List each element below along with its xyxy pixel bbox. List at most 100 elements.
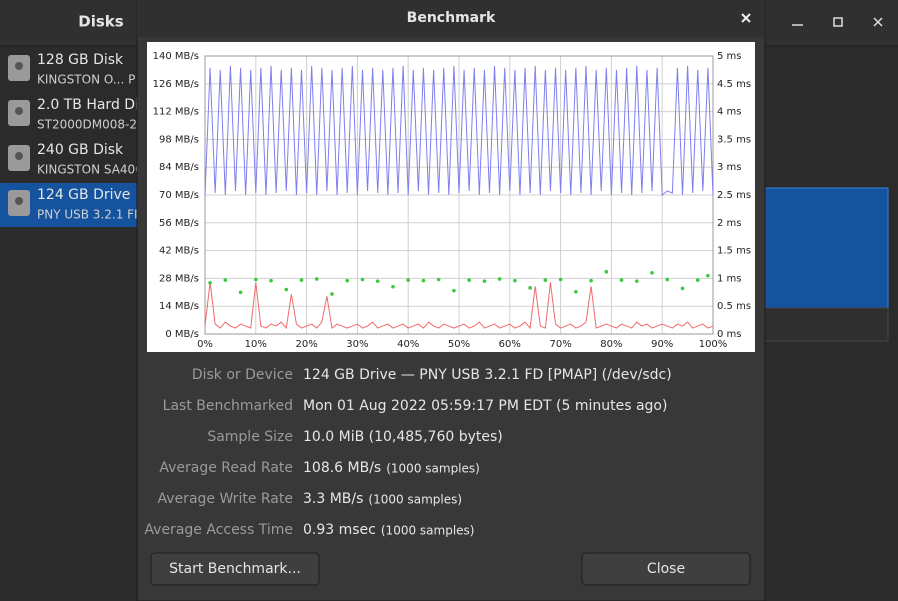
access-time-point bbox=[513, 278, 517, 283]
access-time-point bbox=[665, 277, 670, 282]
access-time-point bbox=[528, 286, 532, 290]
access-time-point bbox=[604, 269, 609, 274]
y-tick-label: 0 MB/s bbox=[165, 329, 199, 340]
dialog-title: Benchmark bbox=[407, 10, 496, 26]
y-tick-label: 14 MB/s bbox=[159, 301, 199, 312]
y-tick-label: 84 MB/s bbox=[159, 162, 199, 173]
x-tick-label: 60% bbox=[499, 339, 521, 350]
info-label: Disk or Device bbox=[192, 367, 293, 383]
info-value: 108.6 MB/s bbox=[303, 460, 381, 476]
volume-block[interactable] bbox=[764, 187, 889, 309]
y-tick-label: 140 MB/s bbox=[153, 51, 199, 62]
y-tick-label: 28 MB/s bbox=[159, 273, 199, 284]
x-tick-label: 70% bbox=[549, 339, 571, 350]
access-time-point bbox=[574, 289, 578, 294]
x-tick-label: 100% bbox=[699, 339, 728, 350]
y-tick-label: 70 MB/s bbox=[159, 190, 199, 201]
disk-model: KINGSTON SA400 bbox=[37, 163, 143, 177]
y2-tick-label: 3 ms bbox=[717, 162, 742, 173]
info-label: Average Read Rate bbox=[159, 460, 293, 476]
info-label: Sample Size bbox=[207, 429, 293, 445]
disk-list: 128 GB Disk KINGSTON O... P 2.0 TB Hard Di… bbox=[8, 52, 155, 222]
info-value: 10.0 MiB (10,485,760 bytes) bbox=[303, 429, 503, 445]
info-value: Mon 01 Aug 2022 05:59:17 PM EDT (5 minut… bbox=[303, 398, 667, 414]
chart-background bbox=[147, 42, 755, 352]
access-time-point bbox=[208, 281, 212, 285]
x-tick-label: 50% bbox=[448, 339, 470, 350]
access-time-point bbox=[436, 277, 441, 282]
y-tick-label: 56 MB/s bbox=[159, 218, 199, 229]
info-value: 3.3 MB/s bbox=[303, 491, 363, 507]
y2-tick-label: 4.5 ms bbox=[717, 79, 751, 90]
x-tick-label: 20% bbox=[295, 339, 317, 350]
dialog-titlebar bbox=[137, 0, 765, 37]
access-time-point bbox=[284, 287, 289, 292]
access-time-point bbox=[421, 278, 426, 283]
window-close-button[interactable] bbox=[873, 17, 883, 27]
access-time-point bbox=[299, 278, 304, 282]
access-time-point bbox=[497, 277, 502, 281]
x-tick-label: 80% bbox=[600, 339, 622, 350]
y2-tick-label: 1 ms bbox=[717, 273, 742, 284]
dialog-close-button[interactable] bbox=[741, 13, 751, 23]
access-time-point bbox=[360, 277, 365, 282]
y2-tick-label: 2 ms bbox=[717, 218, 742, 229]
access-time-point bbox=[314, 277, 319, 281]
disk-icon-hole bbox=[15, 152, 23, 160]
access-time-point bbox=[706, 273, 710, 278]
access-time-point bbox=[635, 279, 639, 283]
x-tick-label: 30% bbox=[346, 339, 368, 350]
access-time-point bbox=[406, 278, 411, 282]
y2-tick-label: 4 ms bbox=[717, 107, 742, 118]
disk-name: 124 GB Drive bbox=[37, 187, 130, 203]
access-time-point bbox=[543, 278, 548, 282]
y2-tick-label: 2.5 ms bbox=[717, 190, 751, 201]
access-time-point bbox=[254, 277, 258, 282]
access-time-point bbox=[375, 279, 380, 283]
info-label: Average Access Time bbox=[144, 522, 293, 538]
disk-name: 240 GB Disk bbox=[37, 142, 124, 158]
read-rate-line bbox=[204, 65, 714, 196]
volume-block-free[interactable] bbox=[764, 307, 889, 342]
y2-tick-label: 1.5 ms bbox=[717, 246, 751, 257]
sidebar-title: Disks bbox=[78, 13, 123, 31]
disk-icon-hole bbox=[15, 197, 23, 205]
info-table: Disk or Device 124 GB Drive — PNY USB 3.2… bbox=[144, 367, 671, 538]
y-tick-label: 42 MB/s bbox=[159, 246, 199, 257]
disk-name: 2.0 TB Hard Disk bbox=[37, 97, 155, 113]
access-time-point bbox=[269, 278, 273, 283]
access-time-point bbox=[223, 278, 228, 282]
info-note: (1000 samples) bbox=[381, 524, 475, 538]
close-button[interactable] bbox=[581, 552, 751, 586]
x-tick-label: 10% bbox=[245, 339, 267, 350]
start-button[interactable] bbox=[150, 552, 320, 586]
info-note: (1000 samples) bbox=[386, 462, 480, 476]
close-button-label[interactable]: Close bbox=[647, 561, 685, 577]
disk-model: ST2000DM008-2F bbox=[37, 118, 144, 132]
y-tick-label: 98 MB/s bbox=[159, 134, 199, 145]
access-time-point bbox=[391, 284, 395, 289]
access-time-point bbox=[330, 292, 334, 296]
start-button-label[interactable]: Start Benchmark... bbox=[169, 561, 301, 577]
y2-tick-label: 0 ms bbox=[717, 329, 742, 340]
y2-tick-label: 5 ms bbox=[717, 51, 742, 62]
disk-model: KINGSTON O... P bbox=[37, 73, 135, 87]
access-time-point bbox=[619, 278, 624, 282]
x-tick-label: 0% bbox=[197, 339, 213, 350]
access-time-point bbox=[452, 288, 456, 293]
access-time-point bbox=[482, 279, 487, 283]
y-tick-label: 126 MB/s bbox=[153, 79, 199, 90]
x-tick-label: 90% bbox=[651, 339, 673, 350]
maximize-button[interactable] bbox=[833, 17, 843, 27]
info-label: Last Benchmarked bbox=[163, 398, 293, 414]
access-time-point bbox=[589, 278, 593, 283]
access-time-point bbox=[238, 290, 243, 295]
access-time-point bbox=[680, 286, 685, 291]
chart: 0 MB/s 14 MB/s 28 MB/s 42 MB/s 56 MB/s 70 MB/… bbox=[153, 51, 751, 350]
access-time-point bbox=[467, 278, 471, 282]
disk-model: PNY USB 3.2.1 FD bbox=[37, 208, 143, 222]
access-time-point bbox=[345, 278, 350, 283]
x-tick-label: 40% bbox=[397, 339, 419, 350]
y-tick-label: 112 MB/s bbox=[153, 107, 199, 118]
